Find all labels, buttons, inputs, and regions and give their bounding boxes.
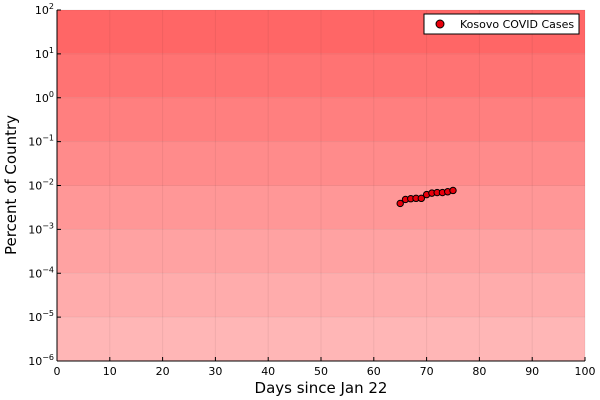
background-bands (57, 10, 585, 361)
x-tick-label: 60 (367, 365, 381, 378)
y-tick-label: 101 (35, 46, 54, 61)
x-tick-label: 10 (103, 365, 117, 378)
data-point (417, 194, 426, 203)
y-tick-label: 10−1 (28, 134, 54, 149)
y-tick-labels: 10−6 10−5 10−4 10−3 10−2 10−1 100 101 102 (28, 2, 54, 368)
y-tick-label: 10−2 (28, 178, 54, 193)
background-band (57, 317, 585, 361)
legend-marker (435, 19, 445, 29)
y-tick-label: 10−3 (28, 221, 54, 236)
x-tick-label: 90 (525, 365, 539, 378)
x-tick-label: 40 (261, 365, 275, 378)
x-tick-label: 100 (575, 365, 596, 378)
data-point (396, 199, 404, 208)
legend-box (423, 13, 580, 35)
x-tick-label: 70 (420, 365, 434, 378)
axes (56, 9, 586, 362)
background-band (57, 229, 585, 274)
x-tick-label: 50 (314, 365, 328, 378)
background-band (57, 53, 585, 98)
background-band (57, 185, 585, 230)
data-point (449, 186, 457, 195)
y-tick-label: 100 (35, 90, 54, 105)
x-axis-label: Days since Jan 22 (255, 379, 388, 397)
x-tick-label: 20 (156, 365, 170, 378)
x-tick-label: 80 (472, 365, 486, 378)
x-tick-labels: 0 10 20 30 40 50 60 70 80 90 100 (54, 365, 596, 378)
data-points (396, 186, 457, 208)
y-tick-label: 10−6 (28, 353, 54, 368)
legend-label: Kosovo COVID Cases (460, 18, 574, 31)
x-tick-label: 0 (54, 365, 61, 378)
y-tick-label: 10−5 (28, 309, 54, 324)
background-band (57, 141, 585, 186)
x-tick-label: 30 (208, 365, 222, 378)
legend: Kosovo COVID Cases (423, 13, 580, 35)
background-band (57, 273, 585, 318)
background-band (57, 97, 585, 142)
y-axis-label: Percent of Country (2, 115, 20, 255)
y-tick-label: 10−4 (28, 265, 54, 280)
y-tick-label: 102 (35, 2, 54, 17)
